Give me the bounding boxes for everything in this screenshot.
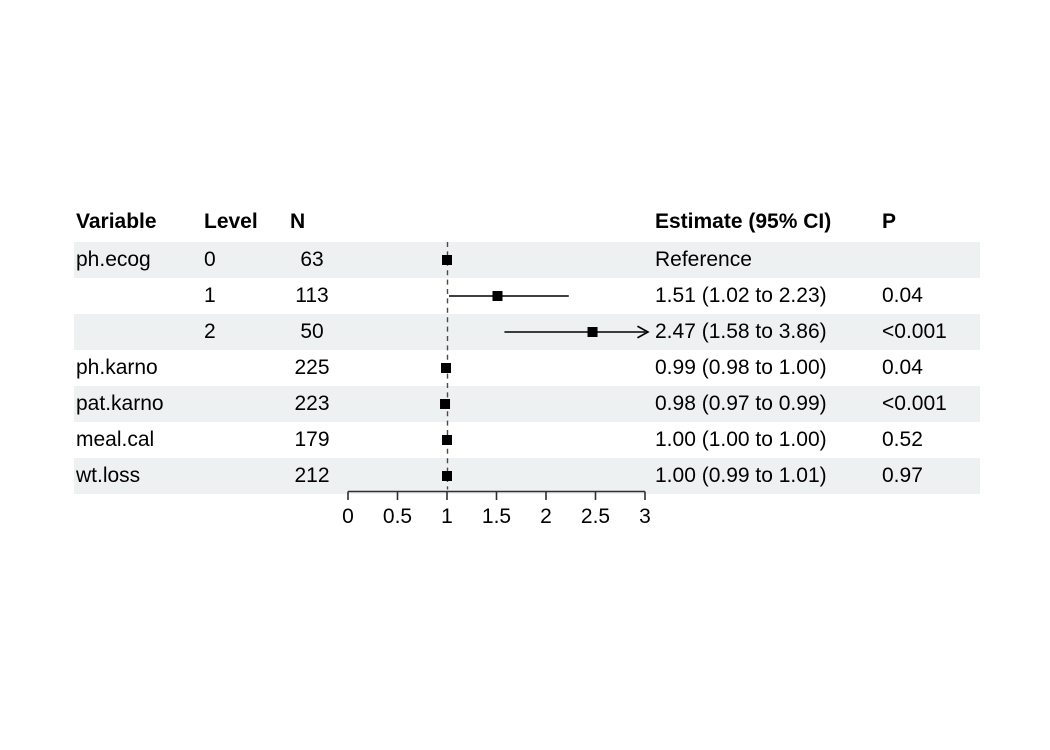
table-row: ph.karno 225 0.99 (0.98 to 1.00) 0.04: [74, 350, 980, 386]
table-row: pat.karno 223 0.98 (0.97 to 0.99) <0.001: [74, 386, 980, 422]
x-axis-tick-label: 1.5: [482, 505, 511, 528]
x-axis-tick-label: 1: [441, 505, 453, 528]
column-header-level: Level: [204, 210, 258, 233]
cell-estimate: Reference: [655, 248, 752, 271]
table-row: wt.loss 212 1.00 (0.99 to 1.01) 0.97: [74, 458, 980, 494]
cell-n: 50: [300, 320, 324, 343]
cell-estimate: 0.98 (0.97 to 0.99): [655, 392, 827, 415]
table-header-row: Variable Level N Estimate (95% CI) P: [74, 203, 980, 241]
cell-p: 0.04: [882, 356, 923, 379]
cell-level: 0: [204, 248, 216, 271]
column-header-estimate: Estimate (95% CI): [655, 210, 832, 233]
table-body: ph.ecog 0 63 Reference 1 113 1.51 (1.02 …: [74, 242, 980, 494]
cell-n: 113: [295, 284, 329, 307]
x-axis-tick-label: 3: [639, 505, 651, 528]
cell-p: 0.04: [882, 284, 923, 307]
cell-estimate: 1.00 (0.99 to 1.01): [655, 464, 827, 487]
cell-estimate: 0.99 (0.98 to 1.00): [655, 356, 827, 379]
cell-p: 0.97: [882, 464, 923, 487]
cell-estimate: 2.47 (1.58 to 3.86): [655, 320, 827, 343]
cell-variable: meal.cal: [76, 428, 155, 451]
cell-p: <0.001: [882, 392, 947, 415]
cell-n: 212: [294, 464, 330, 487]
cell-estimate: 1.00 (1.00 to 1.00): [655, 428, 827, 451]
cell-variable: ph.ecog: [76, 248, 151, 271]
cell-level: 2: [204, 320, 216, 343]
x-axis-tick-label: 0: [342, 505, 354, 528]
table-row: 1 113 1.51 (1.02 to 2.23) 0.04: [74, 278, 980, 314]
cell-variable: pat.karno: [76, 392, 164, 415]
cell-p: 0.52: [882, 428, 923, 451]
cell-level: 1: [204, 284, 216, 307]
cell-p: <0.001: [882, 320, 947, 343]
cell-n: 63: [300, 248, 324, 271]
table-row: ph.ecog 0 63 Reference: [74, 242, 980, 278]
column-header-n: N: [290, 210, 306, 233]
cell-variable: ph.karno: [76, 356, 158, 379]
x-axis-tick-label: 2: [540, 505, 552, 528]
table-row: meal.cal 179 1.00 (1.00 to 1.00) 0.52: [74, 422, 980, 458]
table-row: 2 50 2.47 (1.58 to 3.86) <0.001: [74, 314, 980, 350]
cell-n: 179: [294, 428, 330, 451]
x-axis-tick-label: 2.5: [581, 505, 610, 528]
cell-n: 225: [294, 356, 330, 379]
column-header-variable: Variable: [76, 210, 157, 233]
x-axis-tick-label: 0.5: [383, 505, 412, 528]
cell-estimate: 1.51 (1.02 to 2.23): [655, 284, 827, 307]
cell-variable: wt.loss: [76, 464, 141, 487]
cell-n: 223: [294, 392, 330, 415]
column-header-p: P: [882, 210, 897, 233]
